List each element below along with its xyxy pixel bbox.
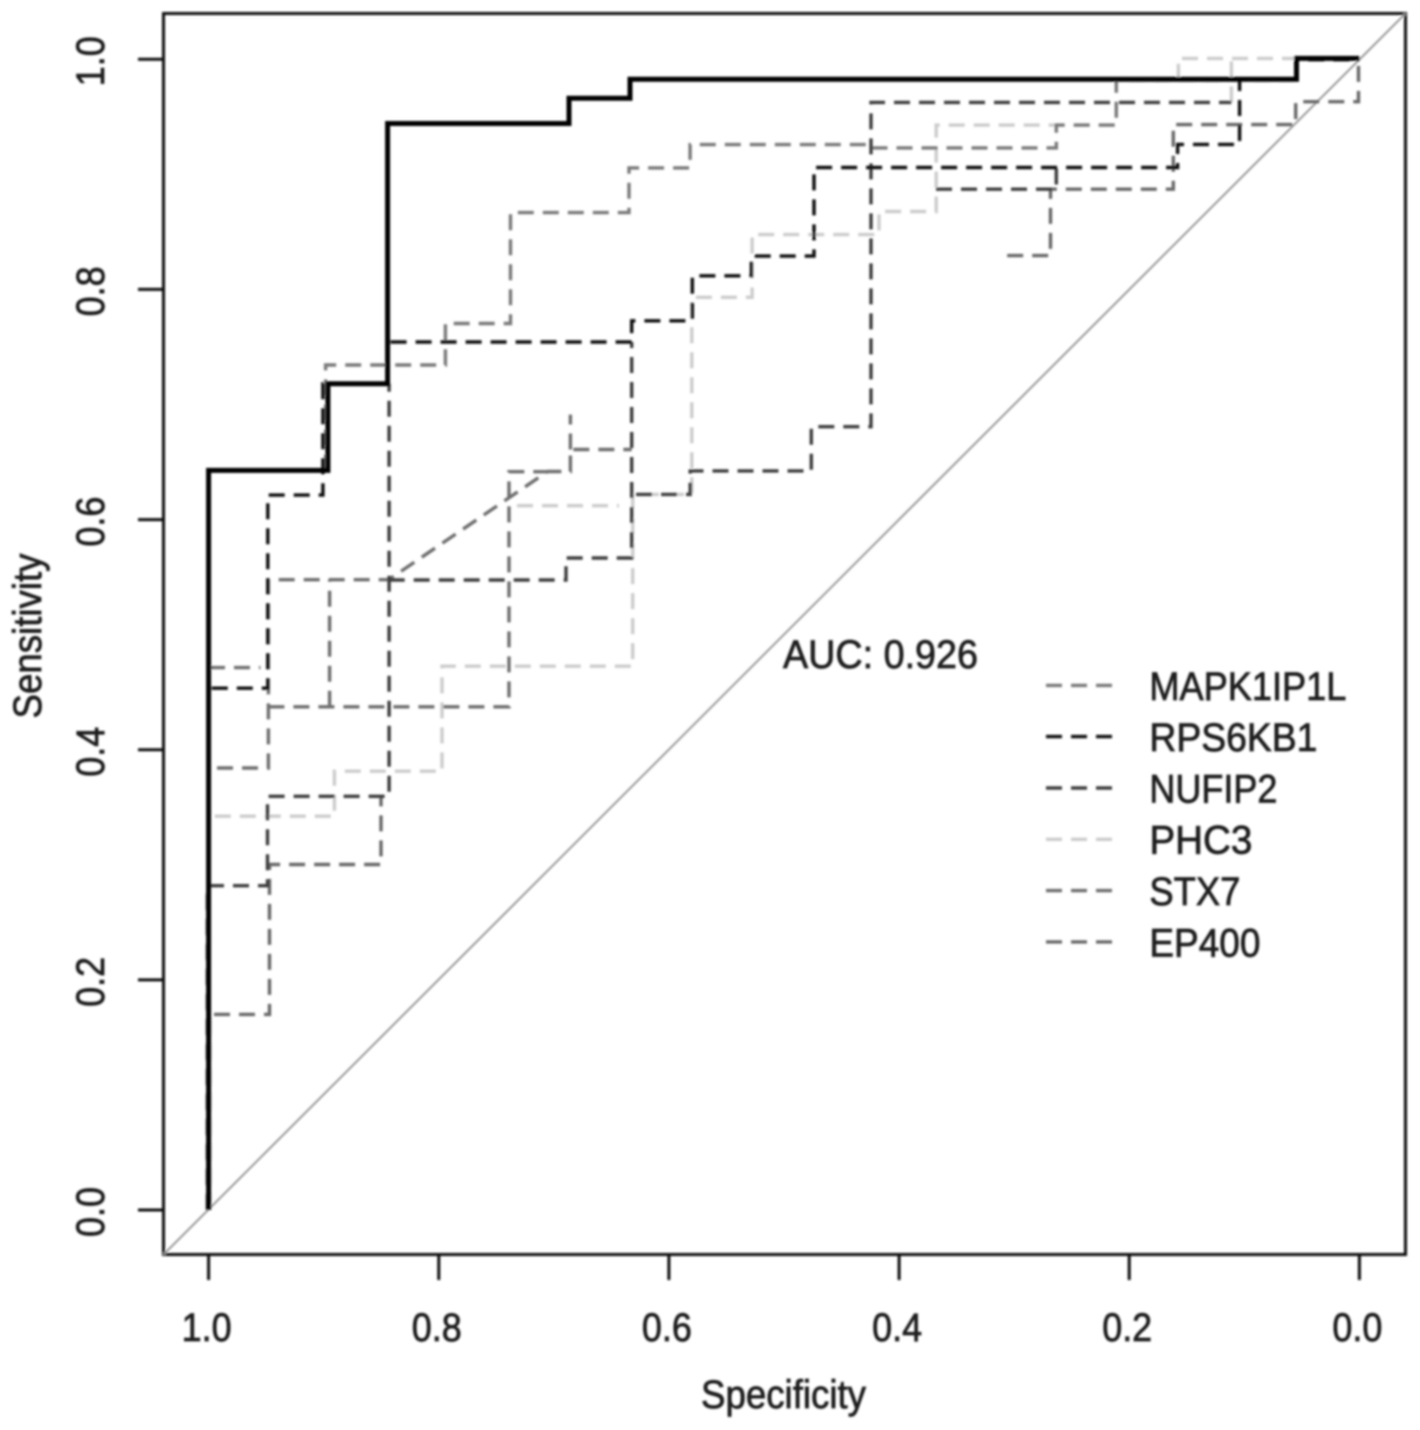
svg-text:STX7: STX7 xyxy=(1149,870,1240,914)
svg-text:MAPK1IP1L: MAPK1IP1L xyxy=(1149,665,1346,709)
svg-text:1.0: 1.0 xyxy=(182,1306,232,1350)
svg-text:0.6: 0.6 xyxy=(69,497,113,547)
svg-text:0.8: 0.8 xyxy=(69,266,113,316)
svg-text:Sensitivity: Sensitivity xyxy=(6,554,50,719)
svg-text:0.0: 0.0 xyxy=(1332,1306,1382,1350)
svg-text:PHC3: PHC3 xyxy=(1149,819,1252,863)
svg-text:RPS6KB1: RPS6KB1 xyxy=(1149,716,1317,760)
svg-text:NUFIP2: NUFIP2 xyxy=(1149,767,1277,811)
svg-text:0.2: 0.2 xyxy=(69,957,113,1007)
svg-text:0.2: 0.2 xyxy=(1102,1306,1152,1350)
svg-text:0.0: 0.0 xyxy=(69,1187,113,1237)
svg-text:1.0: 1.0 xyxy=(69,36,113,86)
svg-text:0.6: 0.6 xyxy=(642,1306,692,1350)
svg-text:Specificity: Specificity xyxy=(701,1373,866,1417)
svg-text:0.4: 0.4 xyxy=(872,1306,922,1350)
svg-text:EP400: EP400 xyxy=(1149,921,1260,965)
svg-text:0.8: 0.8 xyxy=(412,1306,462,1350)
svg-text:AUC: 0.926: AUC: 0.926 xyxy=(783,633,978,677)
svg-text:0.4: 0.4 xyxy=(69,727,113,777)
